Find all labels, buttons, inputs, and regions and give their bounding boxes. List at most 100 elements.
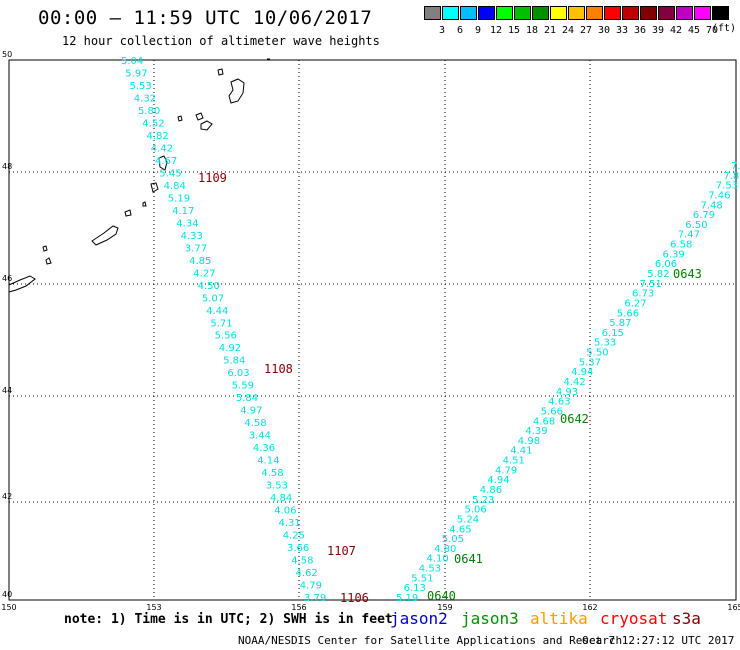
- longitude-tick: 159: [437, 603, 452, 612]
- wave-height-value: 3.53: [266, 481, 288, 492]
- wave-height-value: 4.14: [257, 456, 279, 467]
- legend-swatch: [622, 6, 639, 20]
- wave-height-value: 6.13: [404, 583, 426, 594]
- wave-height-value: 3.79: [304, 593, 326, 604]
- legend-label: 45: [687, 25, 701, 36]
- wave-height-value: 4.58: [244, 418, 266, 429]
- wave-height-value: 5.87: [609, 318, 631, 329]
- wave-height-value: 5.50: [586, 348, 608, 359]
- legend-label: 18: [525, 25, 539, 36]
- pass-time-label: 0640: [427, 589, 456, 603]
- footer-note: note: 1) Time is in UTC; 2) SWH is in fe…: [64, 612, 393, 627]
- legend-swatch: [586, 6, 603, 20]
- longitude-tick: 153: [146, 603, 161, 612]
- wave-height-value: 6.27: [624, 299, 646, 310]
- island-outline: [91, 225, 119, 246]
- wave-height-value: 6.58: [670, 240, 692, 251]
- wave-height-value: 7.8: [723, 171, 739, 182]
- wave-height-value: 5.59: [232, 381, 254, 392]
- satellite-altika: altika: [530, 609, 588, 628]
- pass-time-label: 1109: [198, 171, 227, 185]
- wave-height-value: 4.06: [274, 506, 296, 517]
- wave-height-value: 5.84: [223, 356, 245, 367]
- satellite-jason2: jason2: [390, 609, 448, 628]
- wave-height-value: 4.33: [181, 231, 203, 242]
- legend-label: 15: [507, 25, 521, 36]
- wave-height-value: 6.50: [685, 220, 707, 231]
- wave-height-value: 5.56: [215, 331, 237, 342]
- legend-swatch: [640, 6, 657, 20]
- legend-label: 3: [438, 25, 446, 36]
- wave-height-value: 4.41: [510, 446, 532, 457]
- island-outline: [200, 120, 213, 131]
- pass-time-label: 1107: [327, 544, 356, 558]
- wave-height-value: 7.53: [716, 181, 738, 192]
- wave-height-value: 4.63: [548, 397, 570, 408]
- legend-swatch: [532, 6, 549, 20]
- legend-label: 36: [633, 25, 647, 36]
- pass-time-label: 0642: [560, 412, 589, 426]
- wave-height-value: 5.82: [647, 269, 669, 280]
- wave-height-value: 3.66: [287, 543, 309, 554]
- wave-height-value: 4.84: [270, 493, 292, 504]
- pass-time-label: 0641: [454, 552, 483, 566]
- wave-height-value: 5.71: [210, 318, 232, 329]
- latitude-tick: 48: [2, 162, 12, 171]
- pass-time-label: 0643: [673, 267, 702, 281]
- wave-height-value: 7.51: [640, 279, 662, 290]
- wave-height-value: 6.15: [602, 328, 624, 339]
- wave-height-value: 5.51: [411, 573, 433, 584]
- wave-height-value: 6.03: [227, 368, 249, 379]
- island-outline: [42, 245, 48, 252]
- wave-height-value: 6.06: [655, 259, 677, 270]
- wave-height-value: 5.37: [579, 357, 601, 368]
- longitude-tick: 162: [582, 603, 597, 612]
- wave-height-value: 4.58: [261, 468, 283, 479]
- wave-height-value: 4.94: [571, 367, 593, 378]
- wave-height-value: 5.80: [138, 106, 160, 117]
- wave-height-value: 4.42: [151, 143, 173, 154]
- wave-height-value: 5.04: [121, 56, 143, 67]
- latitude-tick: 44: [2, 386, 12, 395]
- latitude-tick: 42: [2, 492, 12, 501]
- wave-height-value: 6.73: [632, 289, 654, 300]
- legend-label: 70: [705, 25, 719, 36]
- wave-height-value: 5.66: [617, 308, 639, 319]
- legend-swatch: [478, 6, 495, 20]
- island-outline: [158, 155, 168, 171]
- wave-height-value: 4.51: [503, 456, 525, 467]
- wave-height-value: 4.39: [525, 426, 547, 437]
- latitude-tick: 46: [2, 274, 12, 283]
- wave-height-value: 5.23: [472, 495, 494, 506]
- map-title: 00:00 – 11:59 UTC 10/06/2017: [38, 7, 373, 29]
- legend-label: 27: [579, 25, 593, 36]
- wave-height-value: 4.10: [427, 554, 449, 565]
- legend-swatch: [496, 6, 513, 20]
- wave-height-value: 4.67: [155, 156, 177, 167]
- wave-height-value: 5.97: [125, 69, 147, 80]
- longitude-tick: 165: [727, 603, 740, 612]
- wave-height-value: 5.07: [202, 293, 224, 304]
- legend-label: 24: [561, 25, 575, 36]
- longitude-tick: 156: [291, 603, 306, 612]
- wave-height-value: 4.92: [219, 343, 241, 354]
- satellite-jason3: jason3: [461, 609, 519, 628]
- island-outline: [150, 182, 159, 193]
- map-subtitle: 12 hour collection of altimeter wave hei…: [62, 34, 380, 48]
- legend-label: 21: [543, 25, 557, 36]
- island-outline: [8, 275, 36, 293]
- legend-swatch: [442, 6, 459, 20]
- wave-height-value: 7.: [731, 161, 740, 172]
- wave-height-value: 4.52: [142, 118, 164, 129]
- wave-height-value: 4.85: [189, 256, 211, 267]
- island-outline: [217, 68, 224, 76]
- legend-label: 9: [474, 25, 482, 36]
- wave-height-value: 4.93: [556, 387, 578, 398]
- wave-height-value: 7.46: [708, 191, 730, 202]
- credit-timestamp: Oct 7 12:27:12 UTC 2017: [582, 634, 735, 647]
- legend-label: 39: [651, 25, 665, 36]
- wave-height-value: 4.79: [495, 465, 517, 476]
- island-outline: [177, 115, 183, 122]
- wave-height-value: 5.45: [159, 168, 181, 179]
- wave-height-value: 4.32: [134, 94, 156, 105]
